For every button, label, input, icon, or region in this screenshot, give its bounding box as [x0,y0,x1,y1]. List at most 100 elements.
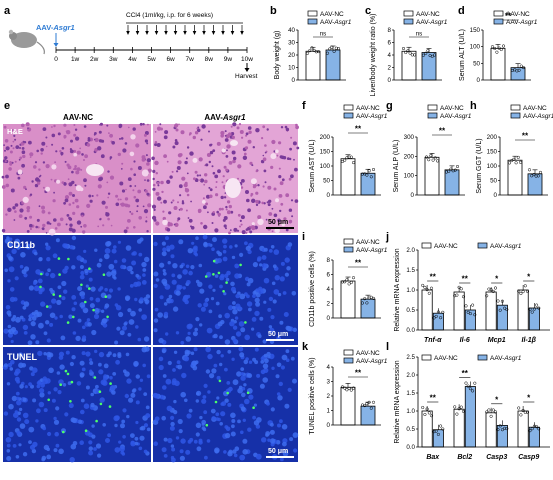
data-point [530,310,534,314]
dapi-nucleus [179,455,185,461]
he-nucleus [17,176,21,180]
dapi-nucleus [80,295,85,300]
he-nucleus [126,219,131,223]
dapi-nucleus [173,410,178,415]
he-nucleus [125,188,127,191]
legend-prefix: AAV- [320,19,334,26]
dapi-nucleus [173,350,178,354]
he-vacuole [251,222,255,226]
dapi-nucleus [136,281,142,287]
dapi-nucleus [55,443,60,448]
he-nucleus [154,143,158,147]
he-nucleus [119,137,121,140]
he-nucleus [109,133,113,138]
dapi-nucleus [252,415,256,420]
dapi-nucleus [209,373,215,379]
y-tick-label: 1 [327,408,331,415]
dapi-nucleus [91,424,95,428]
dapi-nucleus [279,276,285,282]
significance-mark: ** [355,369,362,378]
dapi-nucleus [285,358,290,363]
dapi-nucleus [262,377,269,383]
dapi-nucleus [28,440,32,444]
dapi-nucleus [46,338,51,343]
timeline-label: 9w [224,56,233,63]
he-nucleus [179,153,183,157]
dapi-nucleus [270,245,275,249]
dapi-nucleus [143,392,148,396]
dapi-nucleus [15,316,21,323]
data-point [530,427,534,431]
timeline-ticks: 0 1w 2w 3w 4w 5w 6w 7w 8w 9w 10w [54,47,253,63]
dapi-nucleus [93,447,97,451]
dapi-nucleus [251,317,257,322]
data-point [535,425,539,429]
positive-cell [244,321,247,324]
data-point [349,280,353,285]
dapi-nucleus [179,264,184,269]
data-point [410,53,414,57]
he-nucleus [262,185,265,188]
he-nucleus [189,151,194,156]
data-point [535,303,539,307]
he-nucleus [76,205,80,209]
y-tick-label: 2 [327,301,331,308]
dapi-nucleus [89,361,94,365]
dapi-nucleus [142,273,146,277]
dapi-nucleus [19,315,24,320]
he-nucleus [255,169,258,173]
he-nucleus [189,132,192,135]
he-nucleus [197,208,202,213]
positive-cell [204,275,208,278]
he-nucleus [76,167,81,172]
he-nucleus [133,195,137,199]
dapi-nucleus [98,369,104,375]
he-nucleus [184,187,187,190]
he-nucleus [105,212,108,214]
y-tick-label: 100 [470,44,481,51]
dapi-nucleus [138,446,143,451]
he-nucleus [146,142,149,145]
dapi-nucleus [153,241,158,247]
he-nucleus [136,205,139,208]
bar-i-nc [340,280,356,319]
dapi-nucleus [187,439,192,444]
dapi-nucleus [185,449,191,455]
dapi-nucleus [240,375,246,381]
he-nucleus [154,141,158,144]
dapi-nucleus [67,381,72,386]
he-nucleus [42,186,45,189]
data-point [519,64,523,68]
dapi-nucleus [34,312,40,318]
dapi-nucleus [279,419,283,424]
he-nucleus [36,149,39,153]
y-tick-label: 2 [327,393,331,400]
dapi-nucleus [177,364,183,370]
data-point [491,408,495,412]
he-nucleus [1,228,6,233]
dapi-nucleus [240,327,246,333]
dapi-nucleus [198,440,203,445]
he-vacuole [274,227,280,234]
he-nucleus [42,161,46,164]
positive-cell [66,372,70,376]
data-point [517,68,521,72]
he-nucleus [45,136,48,139]
he-nucleus [243,152,247,156]
he-nucleus [50,178,53,181]
y-tick-label: 150 [470,27,481,34]
he-nucleus [14,160,17,163]
dapi-nucleus [122,325,127,331]
positive-cell [98,390,102,394]
dapi-nucleus [10,326,17,333]
he-nucleus [178,184,183,189]
he-vessel [230,140,238,146]
dose-arrow-head [135,31,140,35]
dapi-nucleus [136,239,142,244]
dapi-nucleus [184,299,189,305]
dapi-nucleus [5,437,12,443]
he-nucleus [247,208,252,213]
dapi-nucleus [262,339,267,344]
he-nucleus [34,183,39,188]
he-nucleus [89,199,93,203]
